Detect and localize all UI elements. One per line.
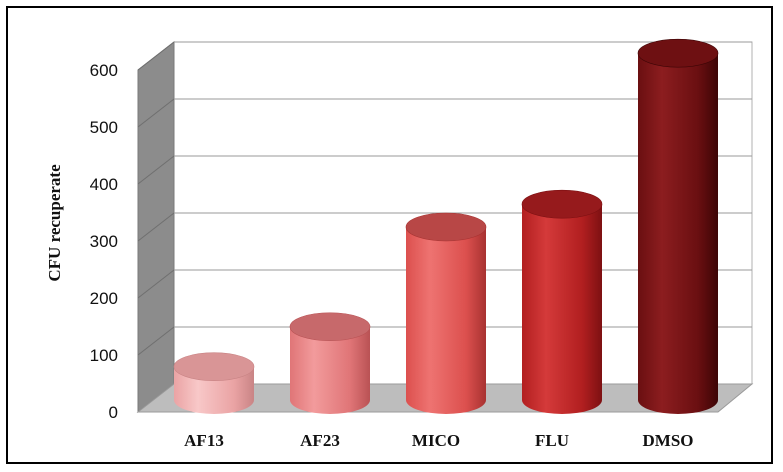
chart-frame: 0 100 200 300 400 500 600 AF13 AF23 MICO FLU DMSO … bbox=[6, 6, 773, 464]
x-category-label: FLU bbox=[535, 431, 569, 450]
y-tick-label: 300 bbox=[90, 232, 118, 251]
x-category-label: DMSO bbox=[643, 431, 694, 450]
x-category-label: MICO bbox=[412, 431, 460, 450]
bars bbox=[173, 38, 719, 415]
bar-top bbox=[405, 212, 487, 242]
y-tick-labels: 0 100 200 300 400 500 600 bbox=[90, 61, 118, 422]
bar-body bbox=[406, 227, 486, 414]
gridline-side bbox=[137, 98, 175, 128]
x-category-label: AF13 bbox=[184, 431, 224, 450]
y-tick-label: 200 bbox=[90, 289, 118, 308]
bar-body bbox=[522, 204, 602, 414]
gridline-side bbox=[137, 155, 175, 185]
y-tick-label: 100 bbox=[90, 346, 118, 365]
bar-flu bbox=[521, 189, 603, 414]
gridline-side bbox=[137, 269, 175, 299]
gridline-side bbox=[137, 326, 175, 356]
bar-top bbox=[173, 352, 255, 381]
x-category-label: AF23 bbox=[300, 431, 340, 450]
x-category-labels: AF13 AF23 MICO FLU DMSO bbox=[184, 431, 693, 450]
y-tick-label: 500 bbox=[90, 118, 118, 137]
gridline-side bbox=[137, 212, 175, 242]
gridline-side bbox=[137, 41, 175, 71]
bar-mico bbox=[405, 212, 487, 414]
bar-top bbox=[521, 189, 603, 219]
y-axis-title: CFU recuperate bbox=[45, 164, 64, 282]
bar-top bbox=[637, 38, 719, 68]
bar-top bbox=[289, 312, 371, 342]
bar-dmso bbox=[637, 38, 719, 415]
bar-af13 bbox=[173, 352, 255, 414]
bar-body bbox=[290, 326, 370, 414]
y-tick-label: 0 bbox=[109, 403, 118, 422]
y-tick-label: 600 bbox=[90, 61, 118, 80]
bar-af23 bbox=[289, 312, 371, 414]
y-tick-label: 400 bbox=[90, 175, 118, 194]
bar-body bbox=[638, 53, 718, 415]
